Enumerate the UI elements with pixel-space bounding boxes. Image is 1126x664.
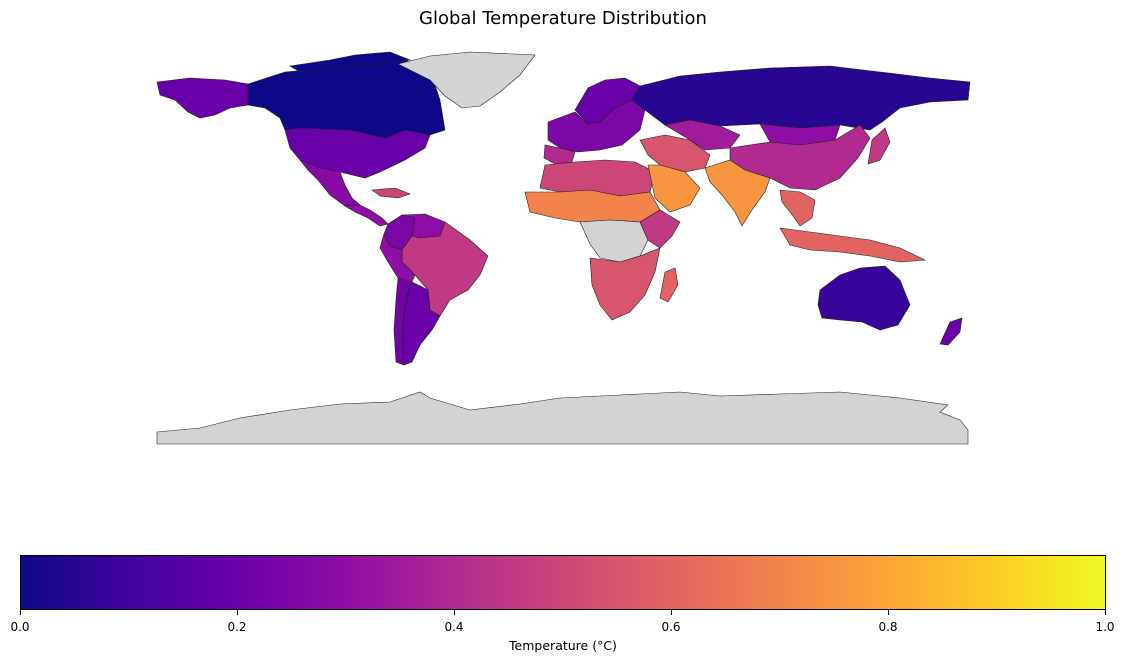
colorbar-label: Temperature (°C) [509, 638, 617, 653]
region-kazakhstan [664, 119, 741, 151]
region-canada-islands [289, 51, 412, 73]
region-east-africa [639, 209, 681, 249]
region-new-zealand [939, 317, 963, 346]
colorbar-tick-label: 0.4 [444, 620, 464, 634]
region-antarctica [156, 391, 969, 445]
chart-title: Global Temperature Distribution [419, 8, 707, 29]
region-russia [631, 65, 971, 131]
region-greenland [397, 51, 536, 109]
region-indonesia [779, 227, 927, 263]
colorbar-tick-label: 0.6 [661, 620, 681, 634]
region-peru [379, 233, 416, 283]
colorbar-gradient [20, 555, 1106, 610]
colorbar-tick-label: 0.0 [10, 620, 30, 634]
world-map [156, 51, 971, 445]
region-north-africa [539, 159, 656, 197]
region-united-states [284, 127, 431, 179]
region-southern-africa [589, 247, 661, 321]
colorbar: 0.0 0.2 0.4 0.6 0.8 1.0 [10, 555, 1115, 634]
colorbar-tick [888, 610, 889, 615]
region-central-america [344, 204, 389, 227]
region-sahel [524, 189, 661, 223]
colorbar-tick [20, 610, 21, 615]
colorbar-tick-label: 0.8 [878, 620, 898, 634]
colorbar-tick [1105, 610, 1106, 615]
colorbar-tick-label: 1.0 [1095, 620, 1115, 634]
colorbar-tick [237, 610, 238, 615]
region-australia [817, 265, 911, 331]
region-madagascar [659, 267, 679, 303]
region-arabian-peninsula [647, 164, 701, 213]
region-india [704, 159, 771, 227]
region-southeast-asia [779, 189, 816, 227]
colorbar-tick [671, 610, 672, 615]
region-central-africa [579, 219, 649, 263]
region-alaska [156, 77, 249, 119]
region-chile [393, 277, 413, 366]
colorbar-tick [454, 610, 455, 615]
region-caribbean [371, 187, 411, 199]
colorbar-tick-label: 0.2 [227, 620, 247, 634]
region-japan [867, 127, 891, 165]
